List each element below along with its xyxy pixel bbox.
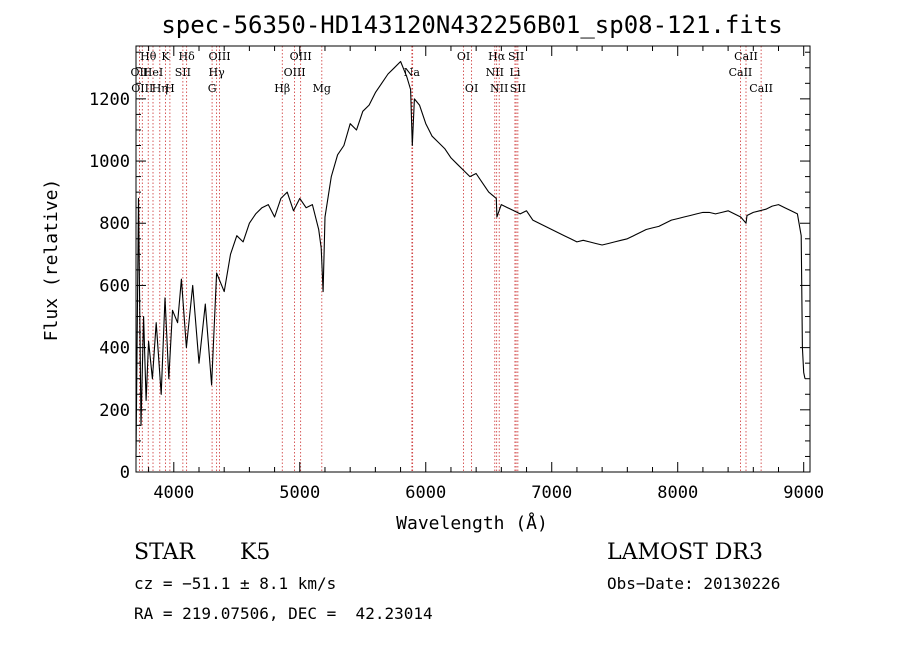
y-tick-label: 1000	[89, 152, 130, 172]
emission-line-label: CaII	[749, 82, 773, 95]
emission-line-label: OIII	[284, 66, 306, 79]
emission-line-label: HeI	[143, 66, 163, 79]
emission-line-label: SII	[175, 66, 191, 79]
emission-line-label: Mg	[313, 82, 331, 95]
emission-line-label: G	[208, 82, 217, 95]
y-tick-label: 400	[99, 339, 130, 359]
emission-line-label: CaII	[729, 66, 753, 79]
y-tick-label: 0	[120, 463, 130, 483]
object-subclass: K5	[240, 540, 271, 565]
plot-frame	[135, 45, 811, 473]
emission-line-label: Hγ	[209, 66, 226, 79]
y-axis-label: Flux (relative)	[41, 179, 62, 342]
observation-date: Obs−Date: 20130226	[607, 574, 781, 593]
emission-line-label: Hδ	[179, 50, 196, 63]
object-class: STAR	[134, 540, 195, 565]
emission-line-label: CaII	[734, 50, 758, 63]
emission-line-label: OIII	[131, 82, 153, 95]
emission-line-label: NII	[486, 66, 504, 79]
spectrum-series-line	[135, 60, 806, 457]
emission-line-label: SII	[510, 82, 526, 95]
emission-line-label: Hβ	[274, 82, 290, 95]
emission-line-label: Hθ	[140, 50, 157, 63]
emission-line-label: OIII	[290, 50, 312, 63]
plot-area	[135, 60, 806, 457]
x-tick-label: 9000	[783, 483, 824, 503]
coordinates: RA = 219.07506, DEC = 42.23014	[134, 604, 433, 623]
emission-line-label: OI	[457, 50, 470, 63]
x-tick-label: 4000	[153, 483, 194, 503]
chart-title: spec-56350-HD143120N432256B01_sp08-121.f…	[161, 11, 782, 39]
y-tick-label: 600	[99, 276, 130, 296]
emission-line-label: OIII	[208, 50, 230, 63]
emission-line-labels: OIIOIIIHθHeIHηKHSIIHδGHγOIIIHβOIIIOIIIMg…	[131, 50, 773, 95]
emission-line-label: Li	[510, 66, 521, 79]
emission-line-label: Na	[404, 66, 421, 79]
emission-line-label: OI	[465, 82, 478, 95]
axes: 4000 5000 6000 7000 8000 9000 0 200 400 600 800 100…	[89, 45, 824, 503]
x-tick-label: 6000	[405, 483, 446, 503]
y-tick-label: 800	[99, 214, 130, 234]
x-tick-label: 8000	[657, 483, 698, 503]
redshift-cz: cz = −51.1 ± 8.1 km/s	[134, 574, 337, 593]
emission-line-label: H	[165, 82, 175, 95]
x-axis-label: Wavelength (Å)	[396, 512, 548, 534]
y-tick-label: 1200	[89, 90, 130, 110]
emission-line-label: OII	[131, 66, 149, 79]
emission-line-label: NII	[490, 82, 508, 95]
x-tick-label: 5000	[279, 483, 320, 503]
emission-line-label: Hη	[152, 82, 168, 95]
survey-name: LAMOST DR3	[607, 540, 763, 565]
emission-line-label: SII	[508, 50, 524, 63]
emission-line-label: Hα	[488, 50, 506, 63]
x-tick-label: 7000	[531, 483, 572, 503]
emission-line-label: K	[161, 50, 170, 63]
y-tick-label: 200	[99, 401, 130, 421]
emission-line-markers	[139, 46, 762, 472]
